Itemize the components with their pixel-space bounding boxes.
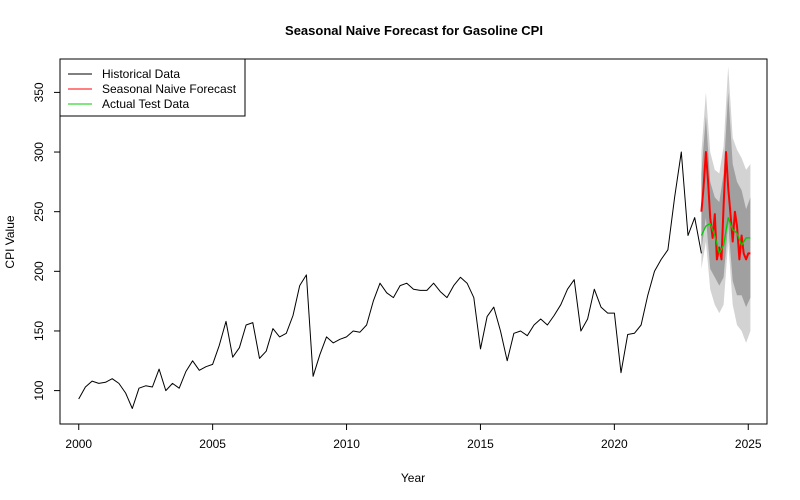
- seasonal-naive-forecast-line: [700, 151, 751, 261]
- y-axis-label: CPI Value: [3, 215, 17, 268]
- x-tick-label: 2015: [467, 437, 494, 451]
- y-tick-label: 250: [32, 201, 46, 221]
- y-tick-label: 350: [32, 82, 46, 102]
- actual-test-data-line: [700, 216, 751, 255]
- x-tick-label: 2020: [601, 437, 628, 451]
- legend: Historical Data Seasonal Naive Forecast …: [59, 58, 246, 117]
- y-tick-label: 300: [32, 142, 46, 162]
- legend-label-forecast: Seasonal Naive Forecast: [102, 82, 237, 96]
- x-tick-label: 2010: [333, 437, 360, 451]
- historical-data-line: [78, 151, 702, 409]
- legend-label-historical: Historical Data: [102, 67, 180, 81]
- y-tick-label: 150: [32, 321, 46, 341]
- x-axis: 2000 2005 2010 2015 2020 2025: [65, 423, 762, 451]
- chart-title: Seasonal Naive Forecast for Gasoline CPI: [285, 23, 543, 38]
- y-tick-label: 200: [32, 261, 46, 281]
- y-tick-label: 100: [32, 380, 46, 400]
- legend-box: [59, 58, 246, 117]
- x-tick-label: 2025: [735, 437, 762, 451]
- x-tick-label: 2000: [65, 437, 92, 451]
- x-axis-label: Year: [401, 471, 425, 485]
- legend-label-actual: Actual Test Data: [102, 97, 189, 111]
- y-axis: 100 150 200 250 300 350: [32, 82, 61, 401]
- series-lines: [78, 151, 751, 409]
- x-tick-label: 2005: [199, 437, 226, 451]
